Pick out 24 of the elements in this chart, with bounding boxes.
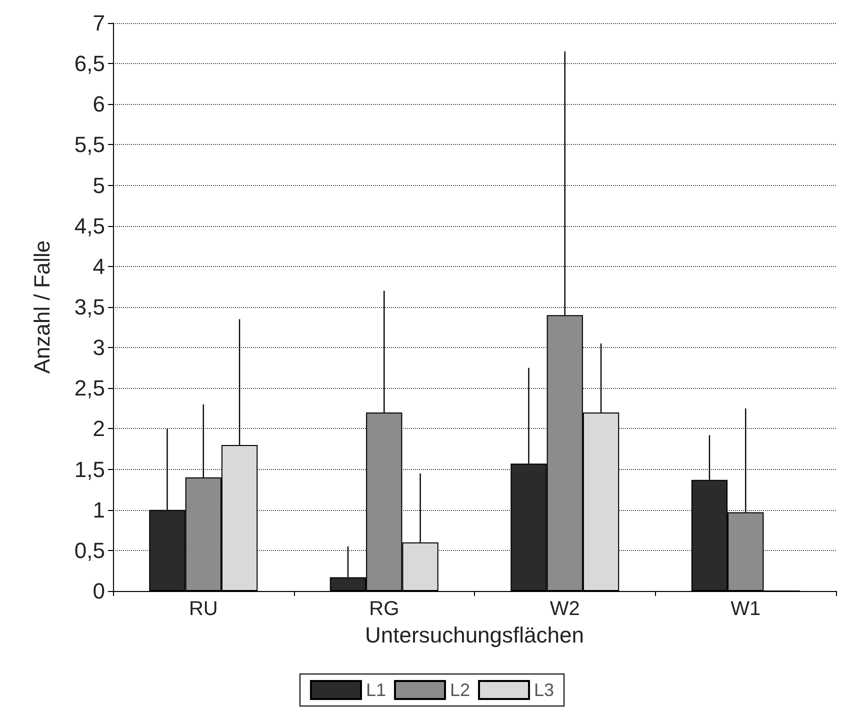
y-tick-label: 6 <box>92 92 105 117</box>
y-tick-label: 5,5 <box>74 132 105 158</box>
y-tick-label: 1 <box>92 497 105 522</box>
y-tick-label: 1,5 <box>74 456 105 482</box>
y-tick-label: 2 <box>92 416 105 442</box>
x-tick-label: RG <box>369 598 400 620</box>
legend-label: L2 <box>450 680 470 700</box>
y-tick-label: 7 <box>92 10 105 36</box>
y-tick-label: 2,5 <box>74 376 105 401</box>
y-tick-label: 6,5 <box>74 51 105 76</box>
y-tick-label: 0,5 <box>74 538 105 563</box>
y-axis-title: Anzahl / Falle <box>30 240 54 374</box>
legend-label: L1 <box>366 680 386 700</box>
y-tick-label: 5 <box>92 172 105 198</box>
y-tick-label: 3 <box>92 335 105 360</box>
x-tick-label: RU <box>188 598 218 620</box>
y-tick-label: 0 <box>92 578 105 604</box>
legend-label: L3 <box>534 680 554 700</box>
x-axis-title: Untersuchungsflächen <box>365 622 584 648</box>
x-tick-label: W1 <box>730 598 761 620</box>
x-tick-label: W2 <box>550 598 580 620</box>
y-tick-label: 4 <box>92 254 105 279</box>
y-tick-label: 3,5 <box>74 294 105 320</box>
y-tick-label: 4,5 <box>74 213 105 238</box>
